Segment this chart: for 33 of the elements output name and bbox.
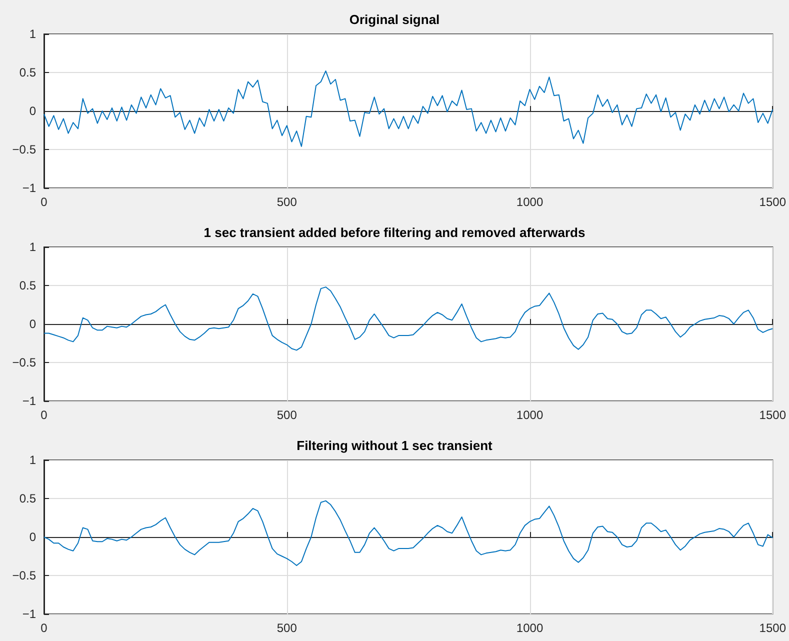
y-tick-label: 0.5: [19, 66, 36, 80]
y-tick-label: 0: [29, 104, 36, 118]
line-series: [44, 500, 774, 566]
x-tick-label: 500: [276, 621, 298, 635]
y-tick-label: 0.5: [19, 278, 36, 292]
x-tick-label: 1000: [516, 195, 544, 209]
y-tick-label: −1: [22, 607, 36, 621]
x-tick-label: 0: [40, 195, 48, 209]
x-tick-label: 0: [40, 408, 48, 422]
line-series: [44, 70, 774, 147]
y-tick-label: −0.5: [12, 356, 36, 370]
y-tick-label: −0.5: [12, 568, 36, 582]
x-tick-label: 500: [276, 195, 298, 209]
x-tick-label: 1500: [759, 408, 786, 422]
y-tick-label: 1: [29, 27, 36, 41]
y-tick-label: 1: [29, 453, 36, 467]
x-tick-label: 1500: [759, 195, 786, 209]
y-tick-label: −1: [22, 394, 36, 408]
x-tick-label: 0: [40, 621, 48, 635]
chart-title: Filtering without 1 sec transient: [296, 438, 494, 453]
x-tick-label: 1000: [516, 621, 544, 635]
y-tick-label: −1: [22, 181, 36, 195]
y-tick-label: 1: [29, 240, 36, 254]
y-tick-label: 0: [29, 317, 36, 331]
y-tick-label: 0.5: [19, 492, 36, 506]
line-series: [44, 286, 774, 351]
chart-title: Original signal: [349, 12, 440, 27]
x-tick-label: 1000: [516, 408, 544, 422]
chart-title: 1 sec transient added before filtering and removed afterwards: [204, 225, 586, 240]
x-tick-label: 500: [276, 408, 298, 422]
x-tick-label: 1500: [759, 621, 786, 635]
y-tick-label: 0: [29, 530, 36, 544]
y-tick-label: −0.5: [12, 142, 36, 156]
